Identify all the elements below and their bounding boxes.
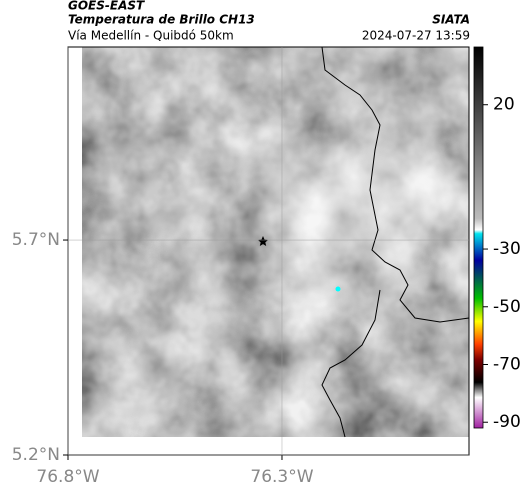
map <box>82 46 470 438</box>
agency: SIATA <box>432 13 470 27</box>
colorbar-tick-label: -70 <box>493 355 521 375</box>
y-tick-label: 5.2°N <box>12 445 60 465</box>
point-marker <box>335 286 341 292</box>
border <box>321 46 470 323</box>
source: GOES-EAST <box>68 0 145 13</box>
subtitle: Vía Medellín - Quibdó 50km <box>68 29 234 43</box>
colorbar-tick-label: -50 <box>493 297 521 317</box>
colorbar-tick-label: 20 <box>493 95 515 115</box>
colorbar <box>473 46 484 429</box>
colorbar-tick-label: -90 <box>493 412 521 432</box>
x-tick-label: 76.8°W <box>36 467 99 487</box>
x-tick-label: 76.3°W <box>250 467 313 487</box>
colorbar-tick-label: -30 <box>493 239 521 259</box>
border <box>321 289 381 438</box>
star-marker <box>257 236 268 246</box>
imagery-bright <box>82 47 469 437</box>
y-tick-label: 5.7°N <box>12 230 60 250</box>
title: Temperatura de Brillo CH13 <box>68 13 255 27</box>
timestamp: 2024-07-27 13:59 <box>362 29 470 43</box>
